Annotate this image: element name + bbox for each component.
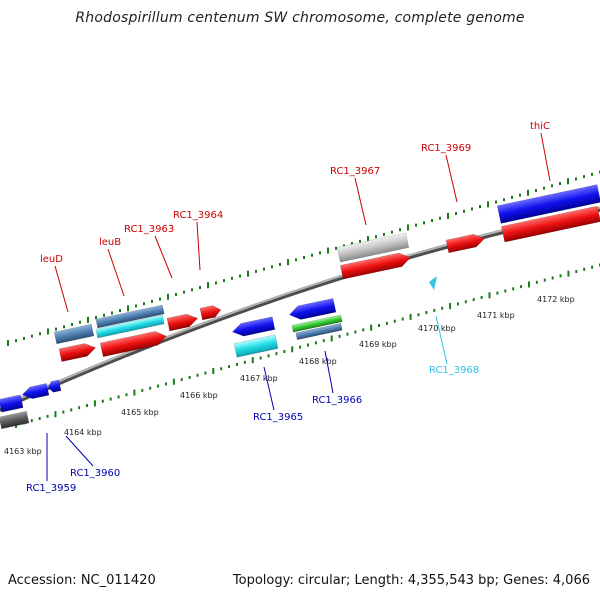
rc1-3969-arrow xyxy=(445,234,486,254)
rc1-3959-dark-box xyxy=(0,410,30,430)
thiC-upper-box xyxy=(496,184,600,224)
rc1-3968-marker xyxy=(429,276,437,290)
thiC-upper-box-shape xyxy=(496,184,600,224)
thic-label: thiC xyxy=(530,121,550,132)
rc1-3964-arrow-shape xyxy=(199,305,222,321)
rc1-3967-arrow-shape xyxy=(340,252,411,280)
leuB-upper-box-shape xyxy=(95,304,165,329)
leuB-cyan-box-shape xyxy=(95,314,165,339)
scale-tick-label: 4163 kbp xyxy=(4,447,42,456)
rc1-3965-arrow-shape xyxy=(232,316,276,337)
rc1-3960-arrow-shape xyxy=(21,383,50,399)
leub-label: leuB xyxy=(99,237,121,248)
rc1-3960-leader-line xyxy=(65,435,94,467)
scale-tick-label: 4168 kbp xyxy=(299,357,337,366)
rc1-3966-arrow-shape xyxy=(289,298,337,320)
scale-tick-label: 4167 kbp xyxy=(240,374,278,383)
rc1-3965-arrow xyxy=(232,316,276,337)
rc1-3959-dark-box-shape xyxy=(0,410,30,430)
rc1-3959-arrow-shape xyxy=(0,394,24,413)
rc1-3967-gray-box xyxy=(336,232,410,263)
rc1-3966-arrow xyxy=(289,298,337,320)
map-title: Rhodospirillum centenum SW chromosome, c… xyxy=(75,10,525,26)
rc1-3966-green-box xyxy=(291,314,343,333)
rc1-3960b-arrow xyxy=(47,379,62,393)
feature-layer xyxy=(0,184,600,430)
rc1-3964-leader-line xyxy=(196,221,201,271)
rc1-3959-arrow xyxy=(0,394,24,413)
leuD-upper-box-shape xyxy=(53,323,95,345)
genome-summary-text: Topology: circular; Length: 4,355,543 bp… xyxy=(232,573,590,588)
rc1-3960b-arrow-shape xyxy=(47,379,62,393)
leuD-arrow-shape xyxy=(58,343,97,362)
rc1-3964-label: RC1_3964 xyxy=(173,210,223,221)
rc1-3963-leader-line xyxy=(154,235,173,279)
leuB-upper-box xyxy=(95,304,165,329)
leuD-upper-box xyxy=(53,323,95,345)
leud-label: leuD xyxy=(40,254,63,265)
scale-tick-label: 4172 kbp xyxy=(537,295,575,304)
rc1-3967-label: RC1_3967 xyxy=(330,166,380,177)
rc1-3965-cyan-box xyxy=(233,334,279,358)
rc1-3960-label: RC1_3960 xyxy=(70,468,120,479)
scale-tick-label: 4169 kbp xyxy=(359,340,397,349)
rc1-3966-label: RC1_3966 xyxy=(312,395,362,406)
rc1-3965-leader-line xyxy=(263,366,275,411)
rc1-3969-leader-line xyxy=(445,154,458,203)
rc1-3968-label: RC1_3968 xyxy=(429,365,479,376)
thiC-red-box-shape xyxy=(501,205,600,243)
rc1-3969-arrow-shape xyxy=(445,234,486,254)
scale-tick-label: 4164 kbp xyxy=(64,428,102,437)
leuB-arrow xyxy=(99,331,167,358)
rc1-3966-green-box-shape xyxy=(291,314,343,333)
rc1-3965-label: RC1_3965 xyxy=(253,412,303,423)
leud-leader-line xyxy=(54,265,69,313)
rc1-3959-label: RC1_3959 xyxy=(26,483,76,494)
rc1-3963-label: RC1_3963 xyxy=(124,224,174,235)
rc1-3967-gray-box-shape xyxy=(336,232,410,263)
rc1-3963-arrow-shape xyxy=(166,313,199,332)
rc1-3969-label: RC1_3969 xyxy=(421,143,471,154)
scale-tick-label: 4165 kbp xyxy=(121,408,159,417)
rc1-3967-leader-line xyxy=(354,177,367,226)
leuD-arrow xyxy=(58,343,97,362)
leuB-cyan-box xyxy=(95,314,165,339)
leub-leader-line xyxy=(107,248,125,297)
scale-tick-label: 4166 kbp xyxy=(180,391,218,400)
rc1-3968-leader-line xyxy=(435,315,448,365)
scale-tick-label: 4171 kbp xyxy=(477,311,515,320)
accession-text: Accession: NC_011420 xyxy=(8,573,156,588)
rc1-3960-arrow xyxy=(21,383,50,399)
thiC-red-box xyxy=(501,205,600,243)
leuB-arrow-shape xyxy=(99,331,167,358)
rc1-3966-steel-box-shape xyxy=(295,322,343,341)
scale-tick-label: 4170 kbp xyxy=(418,324,456,333)
scale-ticks-layer: 4163 kbp 4164 kbp 4165 kbp 4166 kbp 4167 kbp… xyxy=(4,170,600,456)
rc1-3963-arrow xyxy=(166,313,199,332)
rc1-3964-arrow xyxy=(199,305,222,321)
thic-leader-line xyxy=(540,132,551,182)
rc1-3965-cyan-box-shape xyxy=(233,334,279,358)
rc1-3967-arrow xyxy=(340,252,411,280)
rc1-3966-steel-box xyxy=(295,322,343,341)
rc1-3966-leader-line xyxy=(324,350,334,394)
